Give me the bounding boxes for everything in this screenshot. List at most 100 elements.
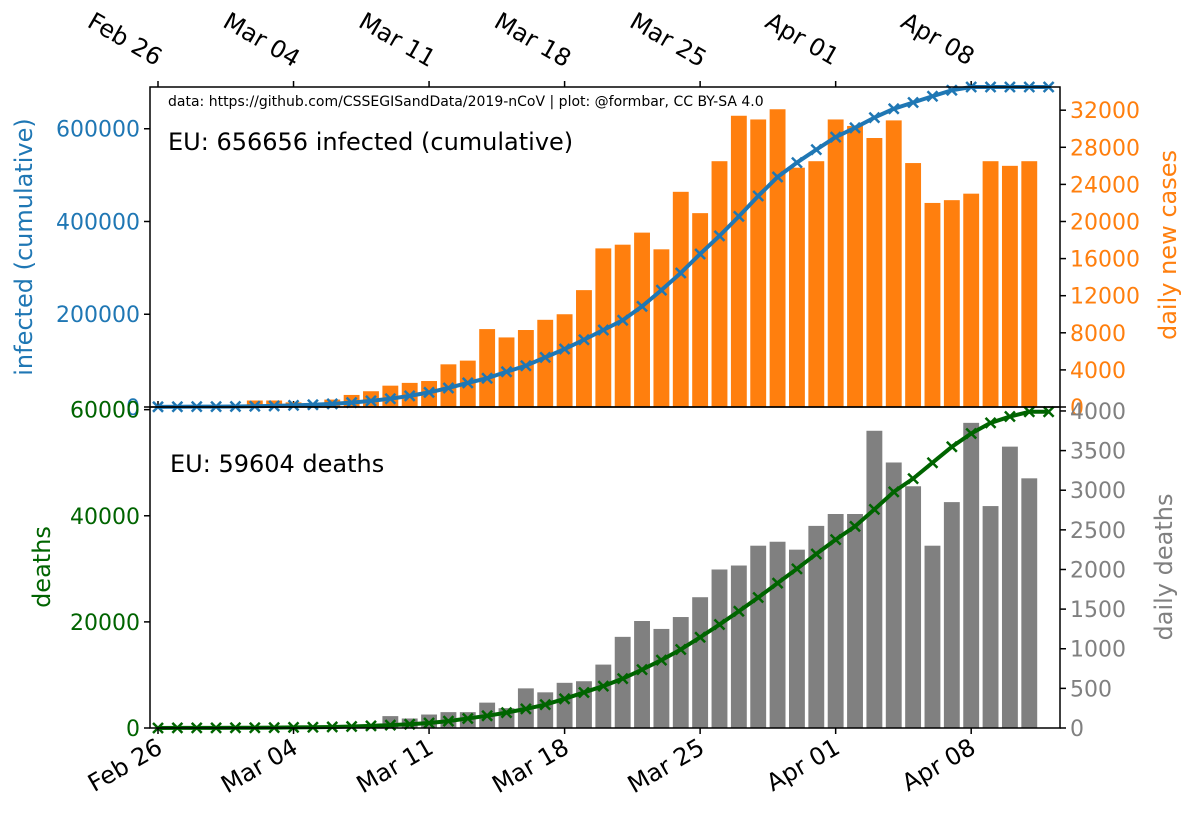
point-19 <box>519 703 532 715</box>
point-22 <box>578 333 590 346</box>
bar-38 <box>885 462 902 728</box>
right-tick-label: 1500 <box>1070 598 1126 623</box>
right-tick-label: 3500 <box>1070 440 1126 465</box>
point-27 <box>674 643 687 656</box>
point-33 <box>791 156 803 169</box>
point-20 <box>539 698 552 711</box>
deaths-axis-label: deaths <box>28 526 56 608</box>
bar-40 <box>924 202 941 407</box>
bar-33 <box>788 167 805 407</box>
right-tick-label: 4000 <box>1070 359 1126 384</box>
deaths-left-axis: 0 20000 40000 60000 <box>70 399 150 742</box>
daily-deaths-axis-label: daily deaths <box>1150 494 1178 641</box>
bar-25 <box>634 232 650 407</box>
bar-40 <box>924 545 941 728</box>
point-23 <box>597 324 610 336</box>
right-tick-label: 1000 <box>1070 638 1126 663</box>
right-tick-label: 2500 <box>1070 519 1126 544</box>
point-42 <box>965 427 978 440</box>
point-36 <box>849 121 861 134</box>
right-tick-label: 0 <box>1070 717 1084 742</box>
bar-35 <box>827 119 844 407</box>
left-tick-label: 400000 <box>56 210 140 235</box>
point-11 <box>365 394 377 407</box>
bar-21 <box>556 314 573 407</box>
point-45 <box>1023 405 1036 418</box>
point-23 <box>597 680 610 692</box>
point-40 <box>926 456 939 469</box>
right-tick-label: 3000 <box>1070 479 1126 504</box>
bar-24 <box>614 636 631 728</box>
bar-32 <box>769 109 786 408</box>
right-tick-label: 4000 <box>1070 400 1126 425</box>
right-tick-label: 500 <box>1070 677 1112 702</box>
daily-cases-axis-label: daily new cases <box>1154 150 1182 340</box>
top-date-label: Mar 18 <box>490 7 576 73</box>
top-date-label: Feb 26 <box>83 7 167 72</box>
left-tick-label: 600000 <box>56 118 140 143</box>
point-36 <box>849 520 861 533</box>
point-24 <box>616 672 629 685</box>
left-tick-label: 200000 <box>56 303 140 328</box>
bar-45 <box>1021 478 1038 728</box>
point-46 <box>1042 405 1055 418</box>
bar-6 <box>266 400 283 407</box>
bar-25 <box>634 621 650 728</box>
bar-31 <box>750 119 767 407</box>
point-14 <box>423 717 435 729</box>
bar-33 <box>788 549 805 728</box>
daily-deaths-right-axis: 0 500 1000 1500 2000 2500 3000 3500 4000 <box>1060 400 1126 742</box>
point-26 <box>655 654 668 666</box>
point-35 <box>829 131 842 143</box>
point-34 <box>810 548 823 560</box>
point-18 <box>500 365 513 378</box>
point-32 <box>771 577 784 590</box>
bar-35 <box>827 514 844 728</box>
bar-44 <box>1001 165 1018 407</box>
bar-41 <box>943 200 960 407</box>
bar-29 <box>711 161 728 407</box>
point-20 <box>539 351 552 364</box>
bar-20 <box>537 319 554 407</box>
bar-31 <box>750 545 767 728</box>
right-tick-label: 28000 <box>1070 136 1140 161</box>
bar-22 <box>576 290 592 407</box>
point-44 <box>1004 410 1016 423</box>
point-17 <box>481 709 494 722</box>
point-15 <box>442 715 455 727</box>
bar-12 <box>382 716 399 728</box>
point-16 <box>461 377 474 389</box>
point-26 <box>655 284 668 297</box>
left-tick-label: 60000 <box>70 399 140 424</box>
point-35 <box>829 533 842 546</box>
bar-20 <box>537 692 554 728</box>
deaths-title: EU: 59604 deaths <box>170 450 384 478</box>
bar-30 <box>730 115 747 407</box>
infected-title: EU: 656656 infected (cumulative) <box>168 128 573 156</box>
point-43 <box>984 417 997 429</box>
bottom-date-label: Mar 11 <box>352 733 438 799</box>
left-tick-label: 0 <box>126 396 140 421</box>
bottom-date-axis: Feb 26 Mar 04 Mar 11 Mar 18 Mar 25 Apr 01 Apr … <box>83 728 980 799</box>
right-tick-label: 20000 <box>1070 210 1140 235</box>
bottom-date-label: Apr 01 <box>762 733 845 797</box>
bottom-date-label: Mar 25 <box>623 733 709 799</box>
bar-43 <box>982 506 999 728</box>
bar-42 <box>963 193 980 407</box>
left-tick-label: 20000 <box>70 611 140 636</box>
bottom-date-label: Mar 18 <box>487 733 573 799</box>
point-6 <box>268 400 281 412</box>
infected-axis-label: infected (cumulative) <box>10 118 38 375</box>
point-33 <box>791 562 803 575</box>
right-tick-label: 24000 <box>1070 173 1140 198</box>
bar-38 <box>885 120 902 408</box>
point-38 <box>887 486 900 498</box>
point-30 <box>732 605 745 618</box>
bar-45 <box>1021 161 1038 407</box>
point-21 <box>558 343 571 355</box>
daily-cases-right-axis: 0 4000 8000 12000 16000 20000 24000 28000 32000 <box>1060 99 1140 421</box>
top-date-label: Mar 25 <box>625 7 711 73</box>
top-date-label: Mar 11 <box>354 7 440 73</box>
right-tick-label: 8000 <box>1070 322 1126 347</box>
